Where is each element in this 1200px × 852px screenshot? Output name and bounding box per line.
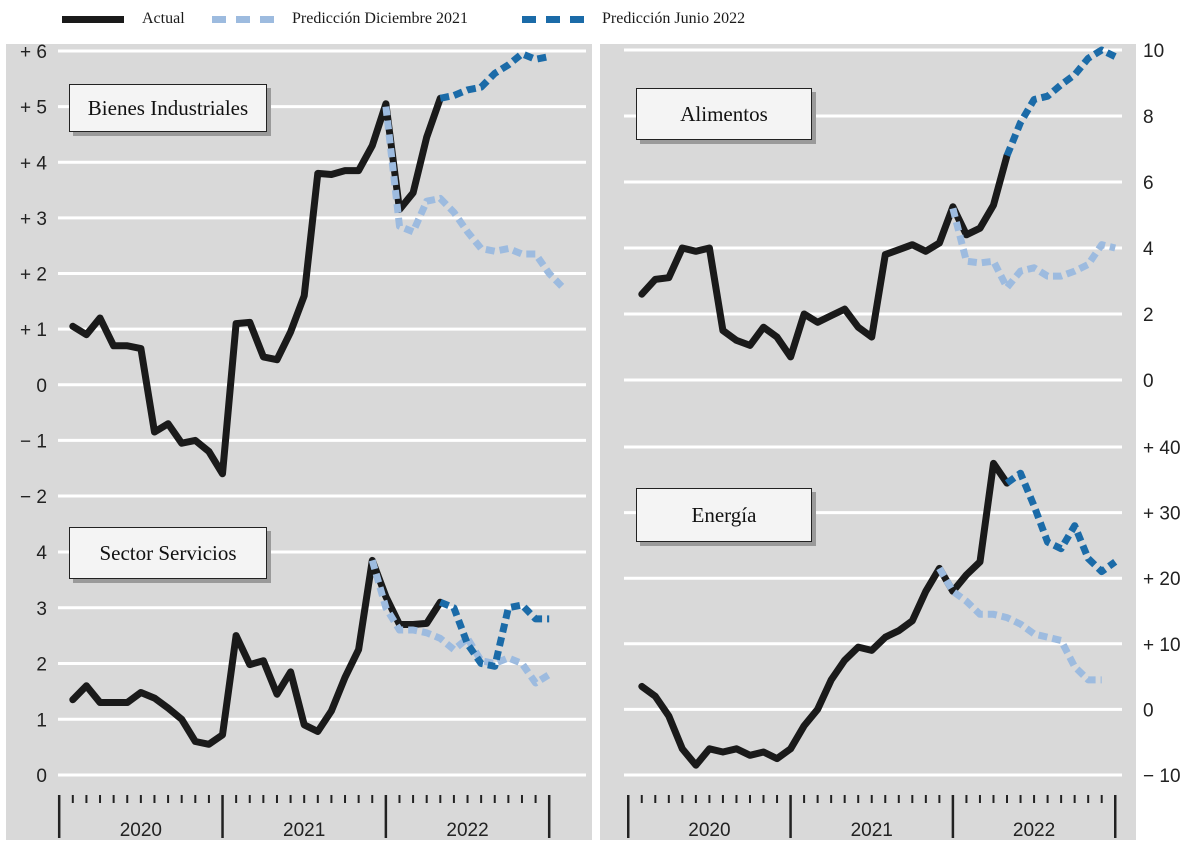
- chart-title-sector-servicios: Sector Servicios: [69, 527, 267, 579]
- series-line-dec2021: [382, 106, 566, 290]
- legend-item-actual: Actual: [62, 10, 185, 28]
- panel-background-2: [600, 44, 1136, 840]
- series-line-dec2021: [949, 207, 1117, 292]
- series-line-jun2022: [438, 598, 550, 670]
- y-tick-label: 0: [36, 376, 47, 397]
- x-axis-2: 2020 2021 2022: [626, 795, 1117, 841]
- legend-label-jun2022: Predicción Junio 2022: [602, 10, 746, 27]
- y-tick-label: + 30: [1143, 504, 1181, 525]
- series-line-jun2022: [1003, 46, 1117, 157]
- chart-title-energia: Energía: [636, 488, 812, 542]
- series-line-actual: [69, 94, 444, 478]
- y-tick-label: 1: [36, 710, 47, 731]
- legend-swatch-actual: [62, 15, 124, 23]
- y-tick-label: 10: [1143, 41, 1164, 62]
- y-tick-label: + 2: [20, 265, 47, 286]
- x-tick-label-year: 2021: [851, 820, 893, 841]
- y-tick-label: + 5: [20, 98, 47, 119]
- y-tick-label: + 1: [20, 320, 47, 341]
- series-line-jun2022: [439, 50, 550, 102]
- x-tick-label-year: 2020: [120, 820, 162, 841]
- y-tick-label: 2: [36, 655, 47, 676]
- y-tick-label: − 1: [20, 431, 47, 452]
- legend: Actual Predicción Diciembre 2021 Predicc…: [0, 10, 1200, 40]
- y-tick-label: + 6: [20, 42, 47, 63]
- x-axis-1: 2020 2021 2022: [57, 795, 551, 841]
- y-tick-label: + 4: [20, 153, 47, 174]
- y-tick-label: − 2: [20, 487, 47, 508]
- chart-title-alimentos: Alimentos: [636, 88, 812, 140]
- y-tick-label: 8: [1143, 107, 1154, 128]
- y-tick-label: 2: [1143, 305, 1154, 326]
- legend-swatch-dec2021: [212, 15, 274, 23]
- y-tick-label: − 10: [1143, 766, 1181, 787]
- y-tick-label: + 40: [1143, 438, 1181, 459]
- y-tick-label: + 20: [1143, 569, 1181, 590]
- legend-label-dec2021: Predicción Diciembre 2021: [292, 10, 468, 27]
- chart-1: + 6 + 5 + 4 + 3 + 2 + 1 0 − 1 − 2: [20, 42, 586, 508]
- y-tick-label: + 3: [20, 209, 47, 230]
- y-tick-label: 0: [1143, 371, 1154, 392]
- legend-item-jun2022: Predicción Junio 2022: [522, 10, 745, 28]
- y-tick-label: 4: [36, 543, 47, 564]
- chart-title-bienes-industriales: Bienes Industriales: [69, 84, 267, 132]
- x-tick-label-year: 2022: [1013, 820, 1055, 841]
- y-tick-label: 0: [1143, 700, 1154, 721]
- chart-3: 4 3 2 1 0: [36, 543, 586, 787]
- y-tick-label: 0: [36, 766, 47, 787]
- legend-label-actual: Actual: [142, 10, 185, 27]
- legend-item-dec2021: Predicción Diciembre 2021: [212, 10, 468, 28]
- series-line-dec2021: [936, 566, 1102, 684]
- legend-swatch-jun2022: [522, 15, 584, 23]
- series-line-jun2022: [1004, 469, 1118, 576]
- y-tick-label: + 10: [1143, 635, 1181, 656]
- x-tick-label-year: 2020: [688, 820, 730, 841]
- x-tick-label-year: 2022: [446, 820, 488, 841]
- series-line-actual: [638, 459, 1011, 769]
- y-tick-label: 4: [1143, 239, 1154, 260]
- y-tick-label: 6: [1143, 173, 1154, 194]
- series-line-dec2021: [368, 559, 552, 687]
- y-tick-label: 3: [36, 599, 47, 620]
- series-line-actual: [638, 152, 1011, 361]
- x-tick-label-year: 2021: [283, 820, 325, 841]
- chart-4: + 40 + 30 + 20 + 10 0 − 10: [624, 438, 1181, 787]
- chart-2: 10 8 6 4 2 0: [624, 41, 1164, 392]
